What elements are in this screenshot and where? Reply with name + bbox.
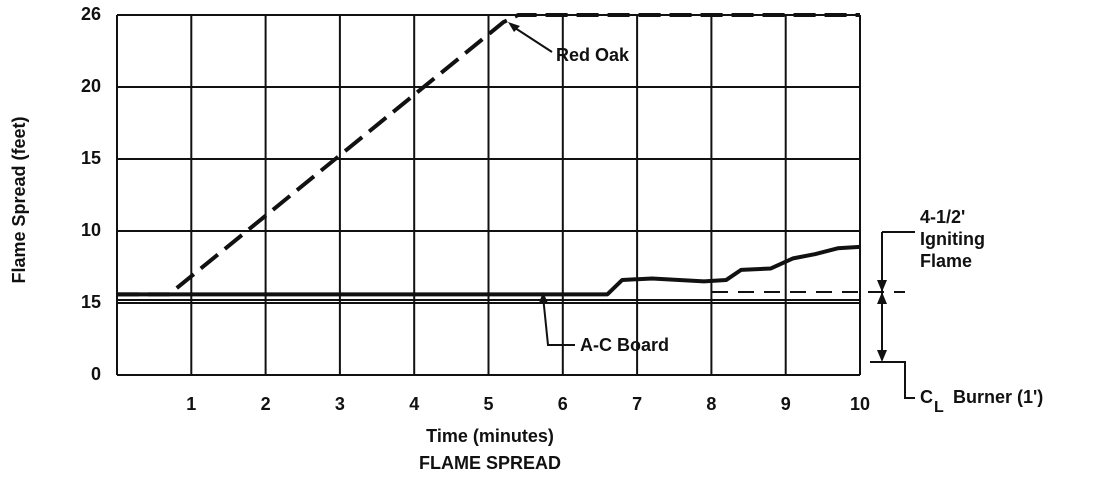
ac-board-leader — [542, 295, 575, 346]
x-tick-label: 8 — [706, 394, 716, 414]
x-tick-label: 4 — [409, 394, 419, 414]
x-tick-label: 9 — [781, 394, 791, 414]
x-tick-label: 6 — [558, 394, 568, 414]
flame-leader — [881, 231, 915, 360]
chart-title: FLAME SPREAD — [419, 453, 561, 473]
arrowhead — [877, 280, 887, 362]
y-tick-label: 15 — [81, 148, 101, 168]
annotation: Flame — [920, 251, 972, 271]
x-tick-label: 1 — [186, 394, 196, 414]
x-tick-label: 10 — [850, 394, 870, 414]
y-axis-label: Flame Spread (feet) — [9, 116, 29, 283]
y-tick-label: 20 — [81, 76, 101, 96]
x-tick-label: 3 — [335, 394, 345, 414]
x-axis-label: Time (minutes) — [426, 426, 554, 446]
arrowhead — [539, 292, 548, 303]
annotation: 4-1/2' — [920, 207, 965, 227]
annotation: Igniting — [920, 229, 985, 249]
y-tick-label: 0 — [91, 364, 101, 384]
annotation: Burner (1') — [953, 387, 1043, 407]
series-label: Red Oak — [556, 45, 630, 65]
burner-leader — [870, 361, 915, 399]
red-oak-leader — [511, 25, 553, 53]
series-label: A-C Board — [580, 335, 669, 355]
y-tick-label: 15 — [81, 292, 101, 312]
x-tick-label: 2 — [261, 394, 271, 414]
annotation: C — [920, 387, 933, 407]
annotation-leaders — [117, 22, 915, 399]
annotation: L — [934, 399, 944, 416]
series-line — [117, 244, 861, 297]
x-tick-label: 5 — [483, 394, 493, 414]
y-tick-label: 26 — [81, 4, 101, 24]
arrowhead — [508, 22, 520, 32]
x-tick-label: 7 — [632, 394, 642, 414]
y-tick-label: 10 — [81, 220, 101, 240]
